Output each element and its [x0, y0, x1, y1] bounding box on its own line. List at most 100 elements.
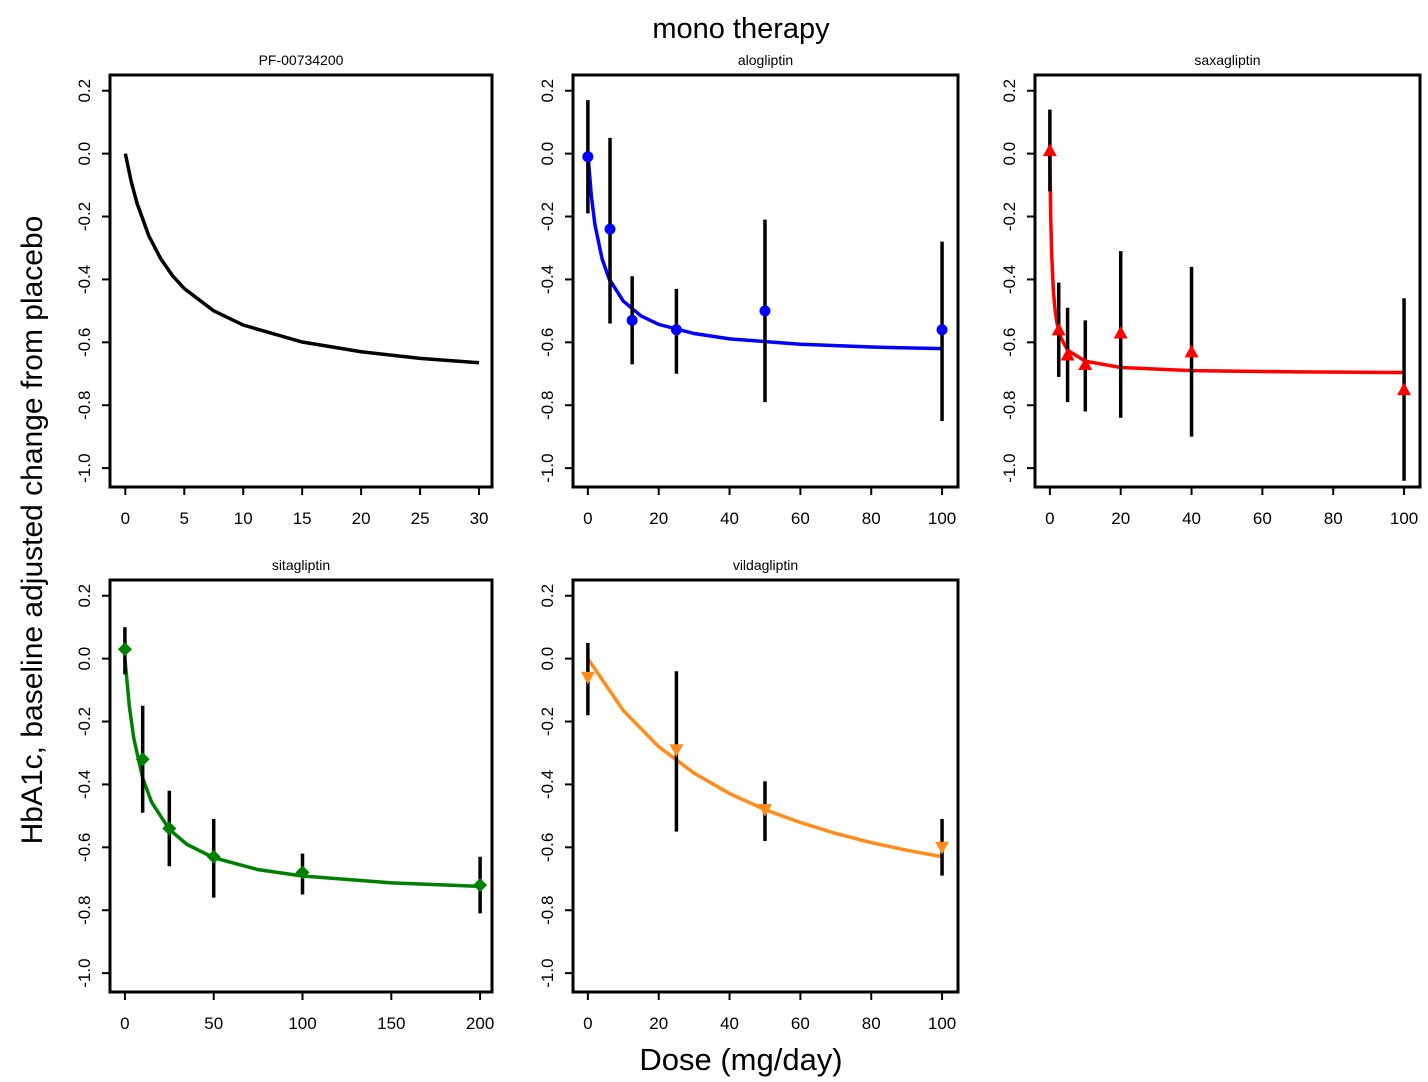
y-tick-label: -0.6	[538, 328, 557, 357]
y-tick-label: -0.4	[1000, 265, 1019, 294]
x-tick-label: 25	[411, 509, 430, 528]
data-point	[117, 642, 132, 657]
data-point	[757, 803, 772, 817]
y-tick-label: 0.0	[75, 647, 94, 671]
x-tick-label: 0	[1045, 509, 1054, 528]
data-point	[670, 324, 682, 336]
x-tick-label: 100	[1390, 509, 1418, 528]
x-tick-label: 10	[234, 509, 253, 528]
plot-frame	[108, 578, 494, 994]
x-tick-label: 80	[1324, 509, 1343, 528]
x-tick-label: 20	[649, 509, 668, 528]
x-tick-label: 5	[180, 509, 189, 528]
x-tick-label: 80	[862, 1014, 881, 1033]
data-point	[669, 744, 684, 757]
panel-title: alogliptin	[738, 52, 793, 68]
panel-title: sitagliptin	[272, 557, 330, 573]
data-point	[1042, 143, 1057, 157]
y-tick-label: -0.8	[75, 391, 94, 420]
data-point	[1078, 357, 1093, 370]
y-tick-label: -0.8	[538, 391, 557, 420]
y-tick-label: -0.4	[75, 770, 94, 799]
x-tick-label: 60	[791, 509, 810, 528]
y-tick-label: -1.0	[75, 958, 94, 987]
x-tick-label: 60	[791, 1014, 810, 1033]
x-tick-label: 20	[1111, 509, 1130, 528]
data-point	[162, 821, 177, 836]
x-tick-label: 100	[928, 509, 956, 528]
y-tick-label: 0.2	[75, 584, 94, 608]
y-tick-label: 0.0	[538, 647, 557, 671]
y-tick-label: -0.6	[538, 833, 557, 862]
x-tick-label: 20	[352, 509, 371, 528]
y-axis-label: HbA1c, baseline adjusted change from pla…	[16, 216, 49, 845]
y-tick-label: -1.0	[538, 958, 557, 987]
y-tick-label: -0.6	[75, 833, 94, 862]
x-tick-label: 0	[583, 1014, 592, 1033]
x-tick-label: 20	[649, 1014, 668, 1033]
data-point	[1184, 344, 1199, 358]
y-tick-label: -0.2	[538, 202, 557, 231]
y-tick-label: 0.2	[75, 79, 94, 103]
fit-curve	[586, 153, 943, 351]
panel-title: saxagliptin	[1194, 52, 1260, 68]
data-point	[473, 878, 488, 893]
y-tick-label: -1.0	[1000, 453, 1019, 482]
y-tick-label: -0.2	[75, 202, 94, 231]
data-point	[1397, 382, 1412, 396]
y-tick-label: -1.0	[538, 453, 557, 482]
y-tick-label: -0.6	[75, 328, 94, 357]
y-tick-label: -0.8	[75, 896, 94, 925]
y-tick-label: -0.8	[1000, 391, 1019, 420]
data-point	[580, 671, 595, 685]
data-point	[759, 305, 771, 317]
data-point	[1113, 325, 1128, 339]
y-tick-label: -0.6	[1000, 328, 1019, 357]
x-tick-label: 60	[1253, 509, 1272, 528]
y-tick-label: -0.8	[538, 896, 557, 925]
panel-title: vildagliptin	[733, 557, 798, 573]
fit-curve	[123, 658, 481, 889]
y-tick-label: 0.0	[1000, 142, 1019, 166]
data-point	[295, 865, 310, 880]
x-tick-label: 150	[377, 1014, 405, 1033]
x-tick-label: 80	[862, 509, 881, 528]
data-point	[1060, 347, 1075, 361]
y-tick-label: -0.4	[538, 770, 557, 799]
data-point	[582, 151, 594, 163]
plot-frame	[1033, 73, 1422, 489]
x-tick-label: 40	[720, 1014, 739, 1033]
data-point	[936, 324, 948, 336]
x-tick-label: 15	[293, 509, 312, 528]
data-point	[135, 752, 150, 767]
y-tick-label: -0.4	[75, 265, 94, 294]
x-tick-label: 100	[288, 1014, 316, 1033]
y-tick-label: -0.2	[75, 707, 94, 736]
x-tick-label: 100	[928, 1014, 956, 1033]
data-point	[626, 314, 638, 326]
fit-curve	[1048, 153, 1405, 375]
y-tick-label: 0.0	[75, 142, 94, 166]
y-tick-label: -0.2	[538, 707, 557, 736]
data-point	[604, 223, 616, 235]
y-tick-label: 0.0	[538, 142, 557, 166]
x-tick-label: 40	[720, 509, 739, 528]
plot-frame	[571, 73, 960, 489]
y-tick-label: 0.2	[538, 79, 557, 103]
data-point	[206, 849, 221, 864]
x-tick-label: 30	[470, 509, 489, 528]
y-tick-label: -0.2	[1000, 202, 1019, 231]
fit-curve	[123, 153, 480, 365]
x-tick-label: 200	[466, 1014, 494, 1033]
x-axis-label: Dose (mg/day)	[639, 1042, 842, 1077]
x-tick-label: 40	[1182, 509, 1201, 528]
x-tick-label: 50	[204, 1014, 223, 1033]
panel-title: PF-00734200	[259, 52, 344, 68]
figure-title: mono therapy	[652, 13, 830, 45]
y-tick-label: -0.4	[538, 265, 557, 294]
x-tick-label: 0	[120, 1014, 129, 1033]
y-tick-label: 0.2	[538, 584, 557, 608]
x-tick-label: 0	[583, 509, 592, 528]
plot-frame	[571, 578, 960, 994]
